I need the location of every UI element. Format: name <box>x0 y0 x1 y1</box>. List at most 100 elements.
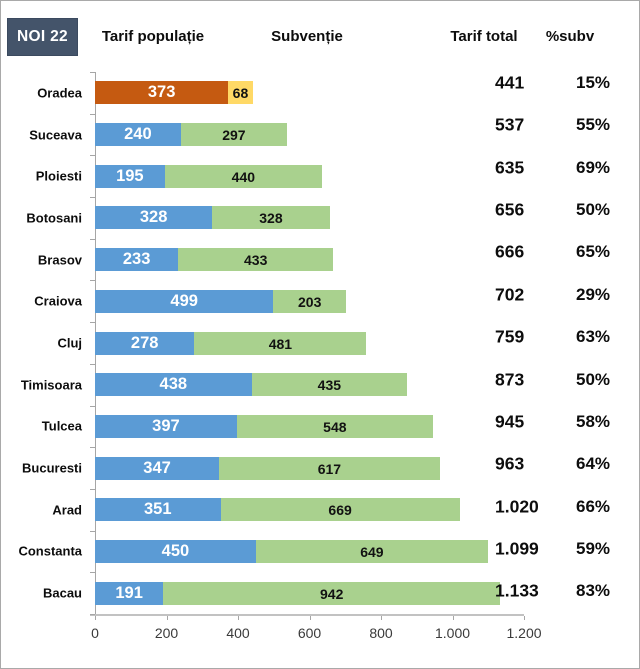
category-label: Cluj <box>57 335 82 351</box>
x-axis-tick <box>309 616 311 620</box>
bar-segment-tarif: 191 <box>95 582 164 605</box>
bar-value-tarif: 373 <box>147 83 176 102</box>
bar-segment-tarif: 351 <box>95 498 221 521</box>
bar-value-tarif: 240 <box>124 125 152 144</box>
x-axis-tick-label: 800 <box>369 625 393 641</box>
bar-segment-subventie: 548 <box>236 415 433 438</box>
bar-segment-tarif: 450 <box>95 540 256 563</box>
date-badge: NOI 22 <box>7 17 78 56</box>
bar-segment-tarif: 233 <box>95 248 179 271</box>
bar-value-subventie: 440 <box>231 168 256 185</box>
total-value: 1.133 <box>495 580 539 601</box>
bar-value-tarif: 328 <box>139 208 168 227</box>
total-value: 963 <box>495 453 525 474</box>
y-axis-tick <box>90 530 95 532</box>
y-axis-tick <box>90 572 95 574</box>
pct-value: 66% <box>576 496 611 516</box>
bar-segment-tarif: 328 <box>95 206 213 229</box>
category-label: Ploiesti <box>35 168 82 184</box>
x-axis-tick-label: 1.200 <box>506 625 542 641</box>
bar-value-subventie: 617 <box>317 460 342 477</box>
total-value: 1.099 <box>495 538 539 559</box>
bar-value-subventie: 297 <box>222 126 246 143</box>
x-axis-tick-label: 600 <box>297 625 322 641</box>
x-axis-tick-label: 0 <box>91 625 99 641</box>
total-value: 945 <box>495 411 525 432</box>
bar-value-subventie: 649 <box>360 543 384 560</box>
bar-segment-tarif: 499 <box>95 290 274 313</box>
bar-value-subventie: 435 <box>317 376 342 393</box>
x-axis-tick-label: 200 <box>154 625 179 641</box>
bar-segment-tarif: 373 <box>95 81 229 104</box>
pct-value: 65% <box>576 242 611 262</box>
pct-value: 64% <box>576 454 611 474</box>
header-pct-subv: %subv <box>545 28 595 45</box>
bar-segment-subventie: 68 <box>228 81 253 104</box>
x-axis-tick <box>524 616 525 620</box>
bar-segment-subventie: 617 <box>219 457 440 480</box>
bar-value-subventie: 68 <box>232 84 249 101</box>
pct-value: 50% <box>576 369 611 389</box>
bar-value-subventie: 942 <box>320 585 344 602</box>
pct-value: 58% <box>576 411 611 431</box>
bar-segment-tarif: 195 <box>95 165 165 188</box>
bar-segment-tarif: 438 <box>95 373 252 396</box>
y-axis-tick <box>90 238 95 240</box>
header-tarif-total: Tarif total <box>450 28 518 45</box>
bar-segment-tarif: 397 <box>95 415 237 438</box>
bar-value-subventie: 548 <box>323 418 347 435</box>
category-label: Oradea <box>37 85 82 101</box>
y-axis-tick <box>90 488 95 490</box>
bar-segment-tarif: 240 <box>95 123 181 146</box>
category-label: Bucuresti <box>22 460 82 476</box>
pct-value: 29% <box>576 284 611 304</box>
bar-segment-subventie: 669 <box>220 498 460 521</box>
bar-segment-subventie: 433 <box>178 248 334 271</box>
bar-value-tarif: 351 <box>143 500 172 519</box>
category-label: Suceava <box>29 127 82 143</box>
category-label: Bacau <box>42 585 82 601</box>
bar-value-tarif: 397 <box>152 417 180 436</box>
bar-value-tarif: 450 <box>161 542 190 561</box>
bar-value-tarif: 438 <box>159 375 188 394</box>
date-badge-label: NOI 22 <box>17 27 68 45</box>
total-value: 759 <box>495 326 525 347</box>
bar-value-subventie: 433 <box>244 251 268 268</box>
pct-value: 50% <box>576 200 611 220</box>
x-axis-tick-label: 1.000 <box>434 625 471 641</box>
category-label: Botosani <box>26 210 82 226</box>
total-value: 635 <box>495 157 525 178</box>
bar-segment-subventie: 328 <box>212 206 330 229</box>
y-axis-tick <box>90 447 95 449</box>
bar-value-tarif: 278 <box>130 334 159 353</box>
y-axis-tick <box>90 72 95 73</box>
pct-value: 83% <box>576 581 611 601</box>
total-value: 656 <box>495 199 525 220</box>
y-axis-tick <box>90 113 95 115</box>
x-axis-tick <box>166 616 168 620</box>
pct-value: 69% <box>576 157 611 177</box>
pct-value: 55% <box>576 115 611 135</box>
x-axis-tick <box>381 616 382 620</box>
bar-value-tarif: 499 <box>170 292 198 311</box>
header-tarif-populatie: Tarif populație <box>101 28 205 45</box>
bar-segment-tarif: 278 <box>95 332 195 355</box>
bar-segment-subventie: 203 <box>273 290 346 313</box>
category-label: Constanta <box>18 543 82 559</box>
y-axis-tick <box>90 280 95 282</box>
total-value: 702 <box>495 284 525 305</box>
bar-segment-subventie: 297 <box>180 123 287 146</box>
pct-value: 15% <box>576 73 611 92</box>
total-value: 1.020 <box>495 496 539 517</box>
pct-value: 63% <box>576 327 611 347</box>
y-axis-tick <box>90 363 95 365</box>
category-label: Tulcea <box>41 418 82 434</box>
x-axis-tick <box>238 616 239 620</box>
total-value: 441 <box>495 72 525 93</box>
category-label: Arad <box>52 502 82 518</box>
category-label: Timisoara <box>20 377 82 393</box>
category-label: Craiova <box>34 293 82 309</box>
bar-segment-subventie: 435 <box>251 373 408 396</box>
y-axis-tick <box>90 155 95 157</box>
